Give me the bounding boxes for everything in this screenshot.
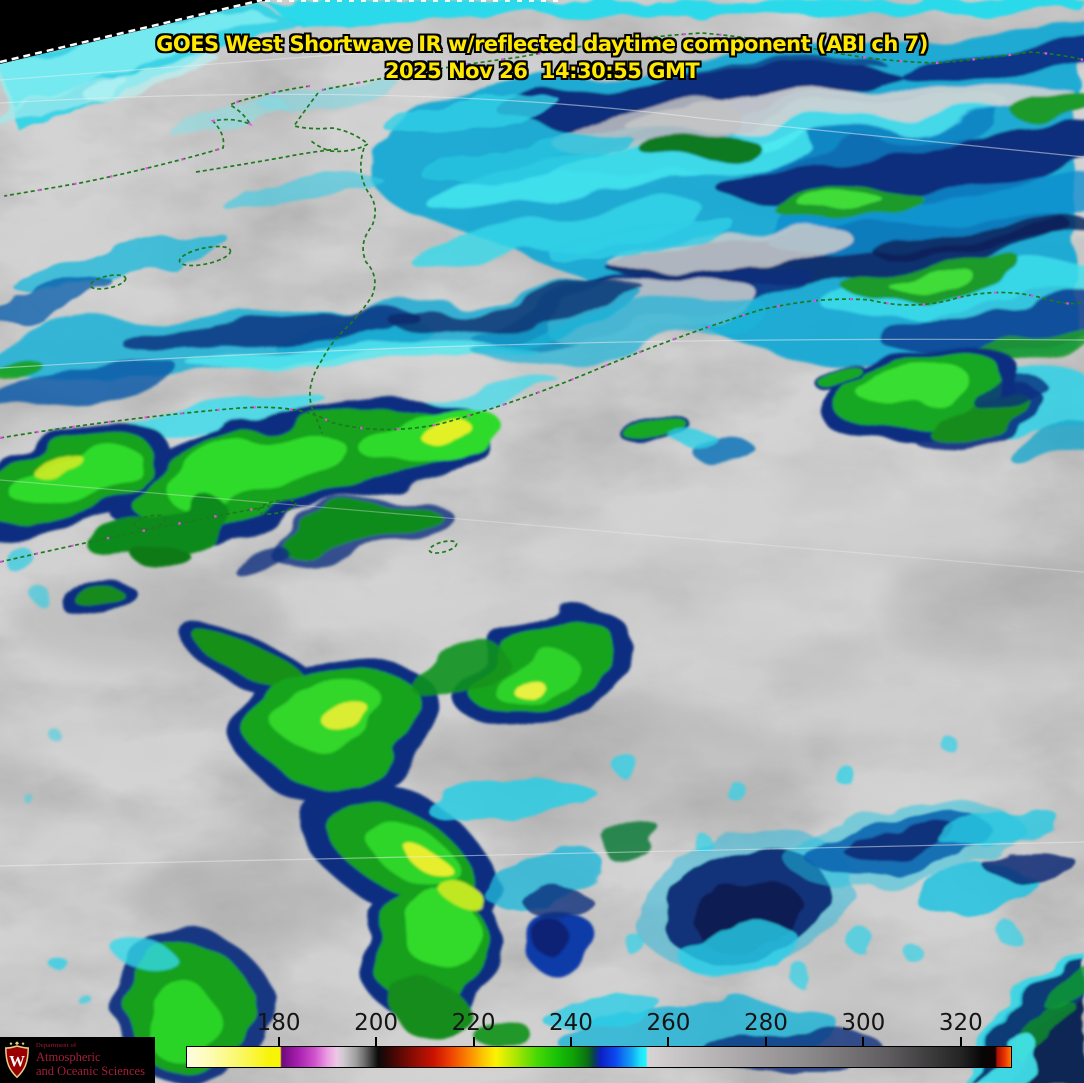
space-black-triangle — [0, 0, 268, 64]
colorbar-tick-label: 280 — [743, 1010, 788, 1036]
island-outline — [178, 245, 232, 267]
cloud-convective-southwest — [180, 608, 669, 1047]
uw-aos-logo: W Department of Atmospheric and Oceanic … — [0, 1037, 155, 1083]
coastlines — [0, 32, 1084, 563]
coastline-alaska-peninsula-arc — [0, 291, 1084, 439]
colorbar-tick-label: 200 — [354, 1010, 398, 1036]
cloud-scattered-bottom-right — [425, 742, 1075, 1071]
colorbar-tick-label: 260 — [646, 1010, 691, 1036]
colorbar-tick-mark — [764, 1037, 767, 1046]
colorbar-tick-mark — [472, 1037, 475, 1046]
coastline-west-alaska — [309, 147, 377, 434]
colorbar-tick-mark — [569, 1037, 572, 1046]
logo-text: Department of Atmospheric and Oceanic Sc… — [36, 1041, 145, 1078]
colorbar-tick-label: 240 — [549, 1010, 593, 1036]
colorbar-gradient — [186, 1046, 1012, 1068]
colorbar-tick-mark — [667, 1037, 670, 1046]
island-outline — [428, 540, 458, 554]
island-outline — [257, 499, 297, 515]
coastline-chukotka-south — [195, 148, 339, 173]
logo-dept-line1: Atmospheric — [36, 1050, 101, 1065]
colorbar-tick-mark — [959, 1037, 962, 1046]
crest-letter: W — [9, 1054, 25, 1071]
logo-dept-prefix: Department of — [36, 1041, 77, 1049]
limb-dashed-line — [0, 0, 263, 64]
colorbar-tick-label: 180 — [256, 1010, 301, 1036]
coastline-north-coast — [321, 32, 1084, 91]
colorbar-tick-label: 220 — [451, 1010, 496, 1036]
colorbar-tick-mark — [375, 1037, 378, 1046]
island-outline — [133, 514, 167, 530]
cloud-green-band-west — [0, 375, 558, 620]
coastline-chukotka — [3, 85, 311, 197]
space-corner — [0, 0, 560, 64]
colorbar-tick-mark — [277, 1037, 280, 1046]
colorbar-tick-label: 320 — [938, 1010, 983, 1036]
coastline-aleutian-islands-line — [0, 505, 271, 563]
colorbar-tick-row: 180 200 220 240 260 280 300 320 — [186, 1009, 1012, 1046]
colorbar-tick-mark — [862, 1037, 865, 1046]
coastline-seward-peninsula — [292, 92, 370, 153]
cloud-green-cluster-right — [626, 346, 1084, 467]
logo-dept-line2: and Oceanic Sciences — [36, 1063, 145, 1078]
colorbar-tick-label: 300 — [841, 1010, 886, 1036]
graticule-lines — [0, 49, 1084, 867]
island-outline — [89, 274, 127, 290]
uw-crest-icon: W — [5, 1041, 29, 1079]
